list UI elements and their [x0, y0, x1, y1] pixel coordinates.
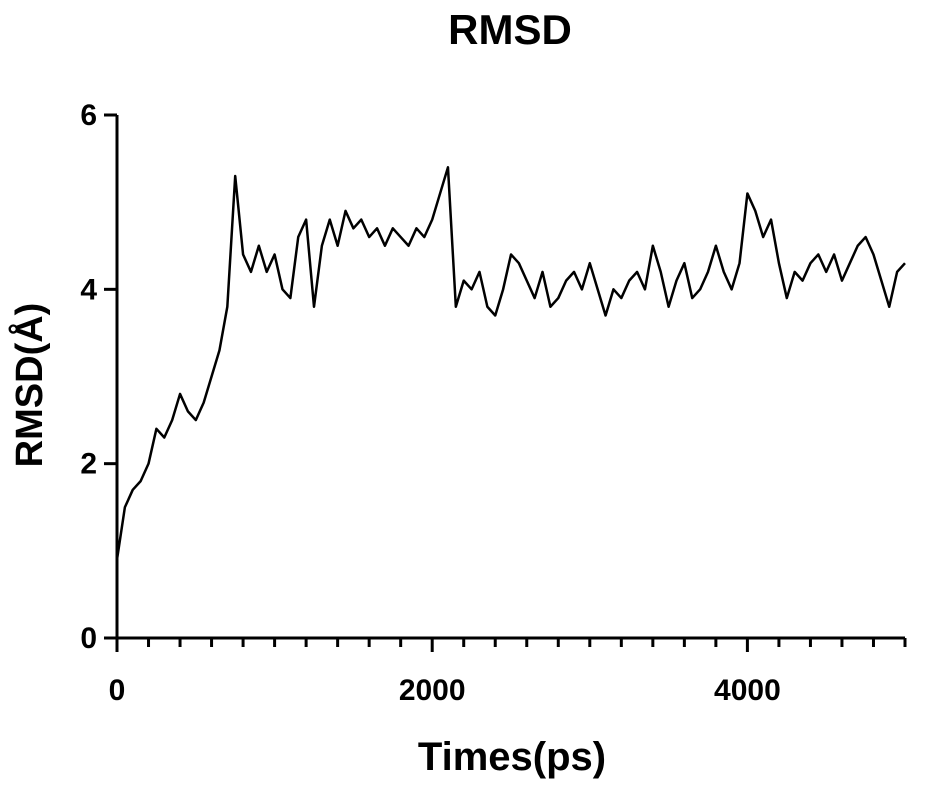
x-axis-label: Times(ps)	[418, 735, 606, 779]
chart-title: RMSD	[448, 6, 572, 53]
x-tick-label: 2000	[399, 674, 466, 707]
y-tick-label: 6	[80, 99, 97, 132]
x-tick-label: 4000	[714, 674, 781, 707]
y-tick-label: 4	[80, 273, 97, 306]
data-line	[115, 166, 906, 560]
x-tick-label: 0	[109, 674, 126, 707]
y-axis-label: RMSD(Å)	[7, 303, 51, 468]
y-tick-label: 2	[80, 448, 97, 481]
y-tick-label: 0	[80, 622, 97, 655]
